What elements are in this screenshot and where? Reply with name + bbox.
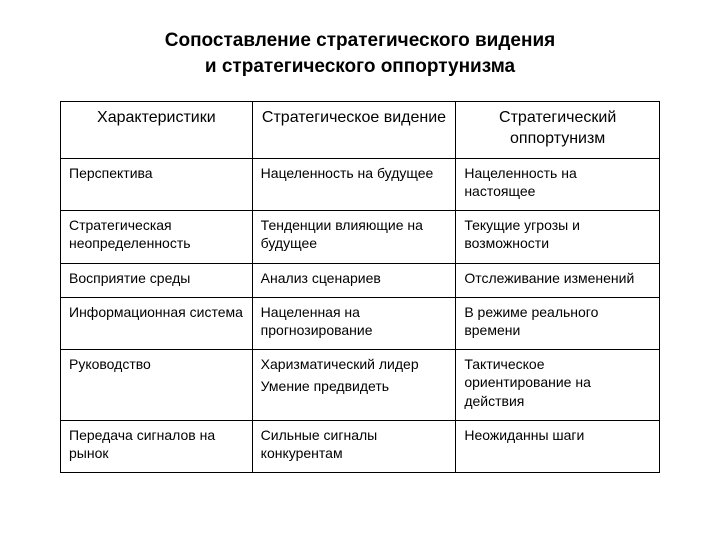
- table-row: Передача сигналов на рынок Сильные сигнал…: [61, 420, 660, 472]
- title-line-1: Сопоставление стратегического видения: [165, 30, 555, 51]
- comparison-table: Характеристики Стратегическое видение Ст…: [60, 101, 660, 473]
- table-cell: Нацеленность на настоящее: [456, 158, 660, 210]
- table-cell: Отслеживание изменений: [456, 263, 660, 297]
- table-cell: Текущие угрозы и возможности: [456, 211, 660, 263]
- table-cell: В режиме реального времени: [456, 297, 660, 349]
- cell-text: Нацеленность на будущее: [261, 164, 448, 182]
- cell-text: Текущие угрозы и возможности: [464, 216, 651, 252]
- table-cell: Восприятие среды: [61, 263, 253, 297]
- cell-text: Сильные сигналы конкурентам: [261, 426, 448, 462]
- table-cell: Нацеленная на прогнозирование: [252, 297, 456, 349]
- cell-text: Нацеленная на прогнозирование: [261, 303, 448, 339]
- cell-text: В режиме реального времени: [464, 303, 651, 339]
- cell-text: Перспектива: [69, 164, 244, 182]
- title-line-2: и стратегического оппортунизма: [205, 56, 515, 77]
- page: Сопоставление стратегического видения и …: [0, 0, 720, 540]
- cell-text: Нацеленность на настоящее: [464, 164, 651, 200]
- table-cell: Тактическое ориентирование на действия: [456, 350, 660, 421]
- col-header-characteristics: Характеристики: [61, 102, 253, 159]
- col-header-opportunism: Стратегический оппортунизм: [456, 102, 660, 159]
- cell-text: Харизматический лидер: [261, 355, 448, 373]
- table-cell: Анализ сценариев: [252, 263, 456, 297]
- table-cell: Стратегическая неопределенность: [61, 211, 253, 263]
- table-row: Информационная система Нацеленная на прог…: [61, 297, 660, 349]
- cell-text: Умение предвидеть: [261, 377, 448, 395]
- cell-text: Тактическое ориентирование на действия: [464, 355, 651, 410]
- cell-text: Отслеживание изменений: [464, 269, 651, 287]
- table-cell: Перспектива: [61, 158, 253, 210]
- table-cell: Передача сигналов на рынок: [61, 420, 253, 472]
- table-row: Стратегическая неопределенность Тенденции…: [61, 211, 660, 263]
- table-cell: Харизматический лидер Умение предвидеть: [252, 350, 456, 421]
- cell-text: Информационная система: [69, 303, 244, 321]
- cell-text: Восприятие среды: [69, 269, 244, 287]
- col-header-vision: Стратегическое видение: [252, 102, 456, 159]
- cell-text: Неожиданны шаги: [464, 426, 651, 444]
- table-row: Руководство Харизматический лидер Умение п…: [61, 350, 660, 421]
- table-cell: Неожиданны шаги: [456, 420, 660, 472]
- table-cell: Тенденции влияющие на будущее: [252, 211, 456, 263]
- cell-text: Руководство: [69, 355, 244, 373]
- table-cell: Информационная система: [61, 297, 253, 349]
- table-row: Перспектива Нацеленность на будущее Нацеле…: [61, 158, 660, 210]
- cell-text: Тенденции влияющие на будущее: [261, 216, 448, 252]
- table-row: Восприятие среды Анализ сценариев Отслежив…: [61, 263, 660, 297]
- table-cell: Нацеленность на будущее: [252, 158, 456, 210]
- table-cell: Сильные сигналы конкурентам: [252, 420, 456, 472]
- cell-text: Анализ сценариев: [261, 269, 448, 287]
- page-title: Сопоставление стратегического видения и …: [60, 28, 660, 79]
- table-cell: Руководство: [61, 350, 253, 421]
- cell-text: Передача сигналов на рынок: [69, 426, 244, 462]
- table-body: Перспектива Нацеленность на будущее Нацеле…: [61, 158, 660, 472]
- table-header-row: Характеристики Стратегическое видение Ст…: [61, 102, 660, 159]
- cell-text: Стратегическая неопределенность: [69, 216, 244, 252]
